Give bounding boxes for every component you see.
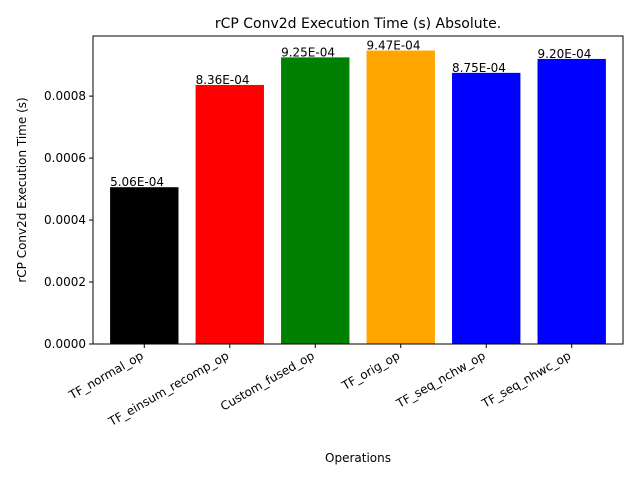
chart-title: rCP Conv2d Execution Time (s) Absolute. [215, 16, 501, 32]
x-tick-label-TF_seq_nchw_op: TF_seq_nchw_op [393, 348, 488, 411]
data-label-TF_seq_nhwc_op: 9.20E-04 [538, 47, 592, 61]
bar-TF_seq_nhwc_op [537, 58, 606, 345]
data-label-Custom_fused_op: 9.25E-04 [281, 45, 335, 59]
y-tick-label: 0.0008 [44, 89, 86, 103]
x-tick-label-TF_seq_nhwc_op: TF_seq_nhwc_op [479, 348, 574, 411]
y-axis-label: rCP Conv2d Execution Time (s) [15, 97, 29, 282]
y-axis: 0.0000 0.0002 0.0004 0.0006 0.0008 [44, 89, 93, 351]
y-tick-label: 0.0006 [44, 151, 86, 165]
plot-frame [92, 35, 624, 345]
bar-Custom_fused_op [281, 57, 350, 345]
x-tick-label-TF_orig_op: TF_orig_op [339, 348, 403, 393]
data-label-TF_normal_op: 5.06E-04 [110, 175, 164, 189]
x-axis: TF_normal_opTF_einsum_recomp_opCustom_fu… [66, 344, 573, 429]
bar-TF_normal_op [110, 187, 179, 344]
y-tick-label: 0.0002 [44, 275, 86, 289]
x-tick-label-Custom_fused_op: Custom_fused_op [218, 348, 317, 413]
y-tick-label: 0.0000 [44, 337, 86, 351]
x-tick-label-TF_normal_op: TF_normal_op [66, 348, 146, 402]
data-label-TF_einsum_recomp_op: 8.36E-04 [196, 73, 250, 87]
bar-TF_orig_op [366, 50, 435, 344]
bar-TF_einsum_recomp_op [195, 84, 264, 344]
bar-TF_seq_nchw_op [452, 72, 521, 345]
y-tick-label: 0.0004 [44, 213, 86, 227]
x-axis-label: Operations [325, 451, 391, 465]
data-label-TF_orig_op: 9.47E-04 [367, 39, 421, 53]
data-label-TF_seq_nchw_op: 8.75E-04 [452, 61, 506, 75]
plot-area: 5.06E-04 8.36E-04 9.25E-04 9.47E-04 8.75E-04… [110, 39, 606, 345]
